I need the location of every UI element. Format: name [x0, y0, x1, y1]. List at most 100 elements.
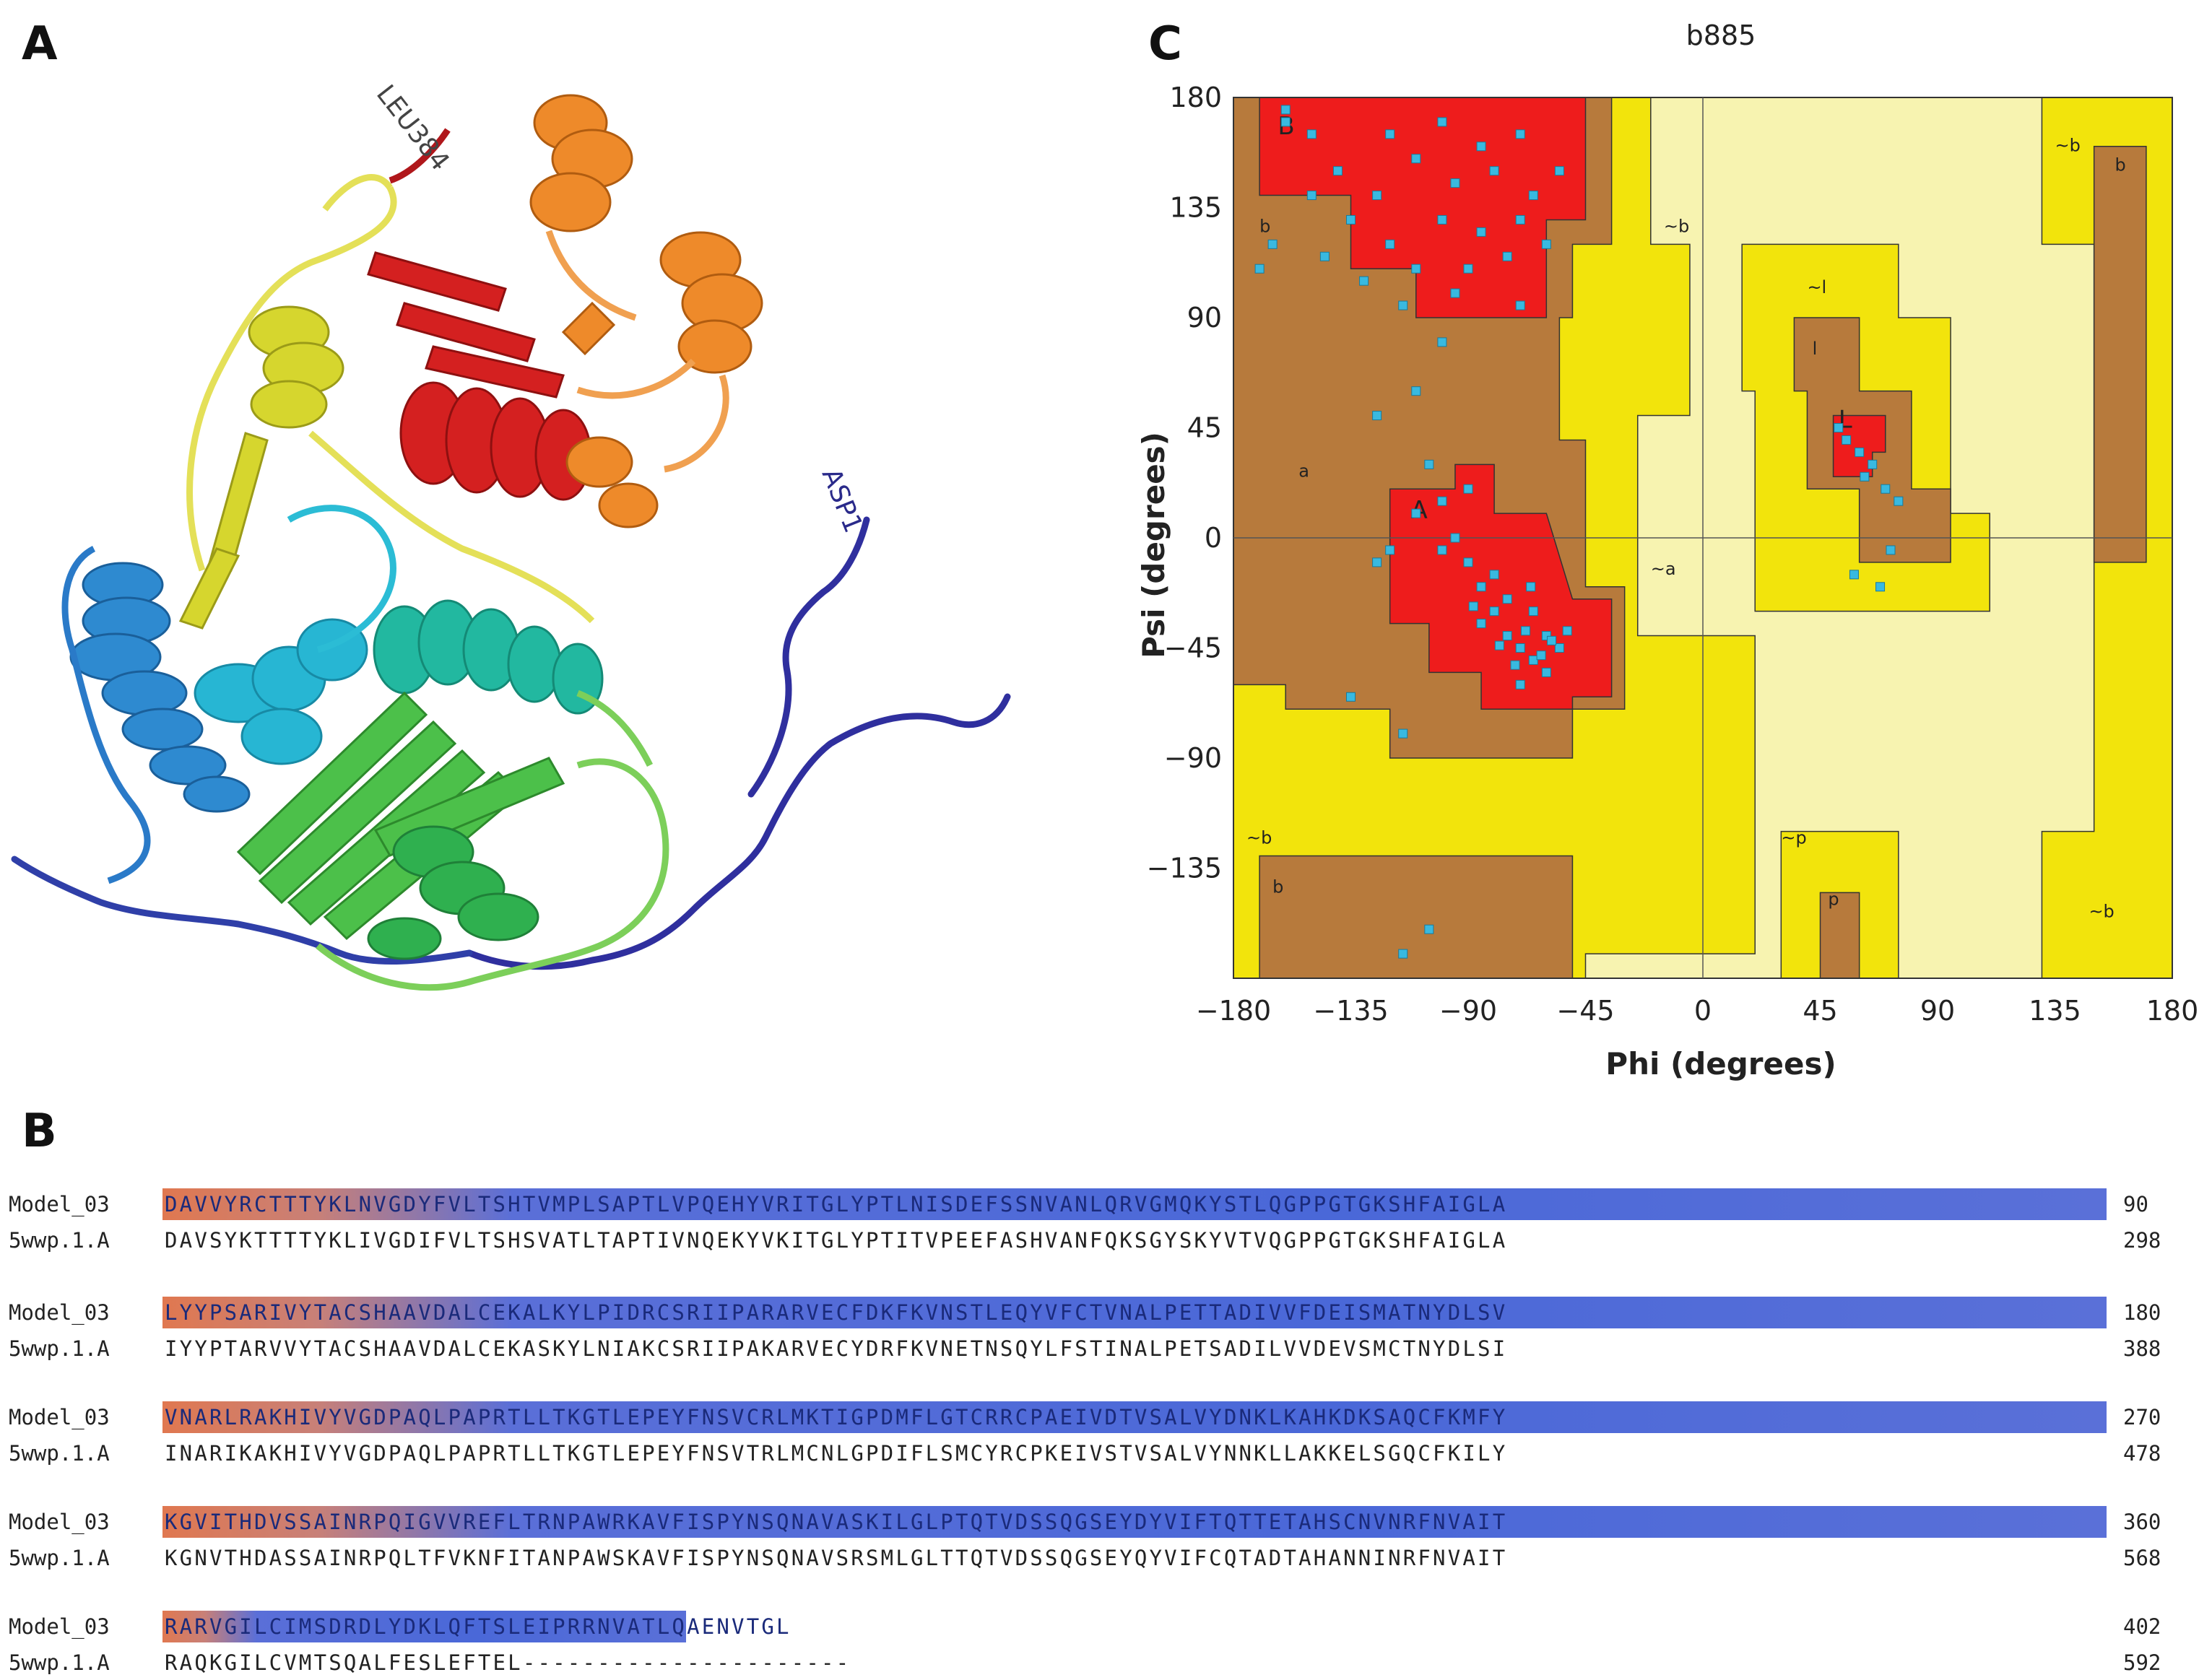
- y-tick-label: −45: [1164, 632, 1222, 664]
- data-point: [1463, 264, 1473, 274]
- sequence-position: 592: [2123, 1650, 2161, 1675]
- model-conservation-bar: [162, 1297, 2107, 1328]
- sequence-name: Model_03: [9, 1510, 110, 1534]
- panel-b-alignment: B Model_03 DAVVYRCTTTYKLNVGDYFVLTSHTVMPLS…: [0, 1105, 2199, 1680]
- x-tick-label: 135: [2029, 995, 2081, 1027]
- sequence-position: 270: [2123, 1405, 2161, 1429]
- sequence-position: 568: [2123, 1546, 2161, 1570]
- sequence-residues: VNARLRAKHIVYVGDPAQLPAPRTLLTKGTLEPEYFNSVC…: [165, 1405, 1508, 1429]
- x-tick-label: −180: [1196, 995, 1271, 1027]
- data-point: [1489, 166, 1499, 176]
- panel-letter-c: C: [1148, 17, 1182, 71]
- data-point: [1894, 496, 1904, 506]
- sequence-residues: DAVVYRCTTTYKLNVGDYFVLTSHTVMPLSAPTLVPQEHY…: [165, 1192, 1508, 1217]
- data-point: [1332, 166, 1343, 176]
- sequence-residues: RARVGILCIMSDRDLYDKLQFTSLEIPRRNVATLQAENVT…: [165, 1614, 791, 1639]
- data-point: [1319, 251, 1330, 261]
- panel-letter-a: A: [22, 17, 58, 71]
- cyan-helix-domain: [194, 618, 368, 765]
- model-conservation-bar: [162, 1611, 686, 1642]
- sequence-name: Model_03: [9, 1614, 110, 1639]
- model-conservation-bar: [162, 1188, 2107, 1220]
- sequence-name: 5wwp.1.A: [9, 1336, 110, 1361]
- data-point: [1489, 606, 1499, 617]
- region-label: l: [1813, 339, 1818, 359]
- data-point: [1834, 423, 1844, 432]
- data-point: [1502, 251, 1512, 261]
- data-point: [1437, 117, 1447, 127]
- chart-title: b885: [1686, 19, 1756, 51]
- data-point: [1528, 191, 1538, 201]
- data-points: [1254, 105, 1904, 959]
- data-point: [1541, 239, 1551, 249]
- data-point: [1398, 949, 1408, 959]
- data-point: [1468, 601, 1478, 611]
- region-label: b: [1272, 876, 1283, 897]
- green-helix-domain: [367, 825, 539, 960]
- region-label: p: [1828, 889, 1839, 909]
- data-point: [1450, 178, 1460, 188]
- data-point: [1346, 692, 1356, 702]
- sequence-residues: INARIKAKHIVYVGDPAQLPAPRTLLTKGTLEPEYFNSVT…: [165, 1441, 1508, 1466]
- region-allowed-right: [2093, 146, 2147, 563]
- n-terminus-label: ASP1: [816, 464, 869, 537]
- region-allowed-p: [1819, 892, 1860, 979]
- region-label: ~b: [1246, 828, 1272, 848]
- data-point: [1510, 660, 1520, 670]
- blue-helix-domain: [69, 562, 251, 813]
- model-conservation-bar: [162, 1401, 2107, 1433]
- sequence-residues: LYYPSARIVYTACSHAAVDALCEKALKYLPIDRCSRIIPA…: [165, 1300, 1508, 1325]
- sequence-position: 180: [2123, 1300, 2161, 1325]
- region-core-beta: [1259, 97, 1587, 318]
- sequence-residues: RAQKGILCVMTSQALFESLEFTEL----------------…: [165, 1650, 851, 1675]
- region-label: ~l: [1807, 277, 1826, 297]
- data-point: [1372, 557, 1382, 567]
- sequence-name: Model_03: [9, 1192, 110, 1217]
- region-label: ~b: [2089, 901, 2114, 921]
- region-label: b: [1259, 216, 1270, 236]
- region-label: ~b: [2055, 136, 2081, 156]
- data-point: [1372, 191, 1382, 201]
- data-point: [1515, 129, 1525, 139]
- data-point: [1541, 667, 1551, 677]
- data-point: [1515, 679, 1525, 689]
- panel-c-ramachandran: C b885 BbaAlL~b~l~a~bb~pp~b~bb −180−135−…: [1127, 0, 2199, 1097]
- data-point: [1515, 214, 1525, 225]
- data-point: [1849, 570, 1859, 580]
- data-point: [1398, 728, 1408, 739]
- data-point: [1411, 386, 1421, 396]
- y-axis-label: Psi (degrees): [1136, 432, 1171, 658]
- model-conservation-bar: [162, 1506, 2107, 1538]
- data-point: [1411, 264, 1421, 274]
- data-point: [1280, 105, 1291, 115]
- data-point: [1476, 619, 1486, 629]
- data-point: [1424, 924, 1434, 934]
- data-point: [1437, 337, 1447, 347]
- sequence-name: 5wwp.1.A: [9, 1228, 110, 1253]
- data-point: [1411, 154, 1421, 164]
- region-labels: BbaAlL~b~l~a~bb~pp~b~bb: [1246, 112, 2126, 921]
- sequence-name: Model_03: [9, 1300, 110, 1325]
- data-point: [1547, 635, 1557, 645]
- sequence-residues: DAVSYKTTTTYKLIVGDIFVLTSHSVATLTAPTIVNQEKY…: [165, 1228, 1508, 1253]
- data-point: [1385, 239, 1395, 249]
- x-tick-label: −135: [1313, 995, 1388, 1027]
- data-point: [1520, 626, 1530, 636]
- protein-ribbon-figure: LEU384 ASP1: [11, 79, 1011, 991]
- sequence-name: 5wwp.1.A: [9, 1650, 110, 1675]
- red-helix-domain: [367, 251, 592, 501]
- data-point: [1424, 459, 1434, 469]
- data-point: [1494, 640, 1504, 650]
- data-point: [1886, 545, 1896, 555]
- data-point: [1528, 655, 1538, 665]
- data-point: [1254, 264, 1265, 274]
- sequence-position: 388: [2123, 1336, 2161, 1361]
- y-tick-label: 0: [1205, 522, 1222, 554]
- x-tick-label: 180: [2146, 995, 2199, 1027]
- data-point: [1536, 650, 1546, 661]
- data-point: [1359, 276, 1369, 286]
- sequence-residues: IYYPTARVVYTACSHAAVDALCEKASKYLNIAKCSRIIPA…: [165, 1336, 1508, 1361]
- data-point: [1554, 643, 1564, 653]
- y-tick-label: −135: [1147, 853, 1222, 884]
- y-tick-label: 45: [1187, 412, 1222, 444]
